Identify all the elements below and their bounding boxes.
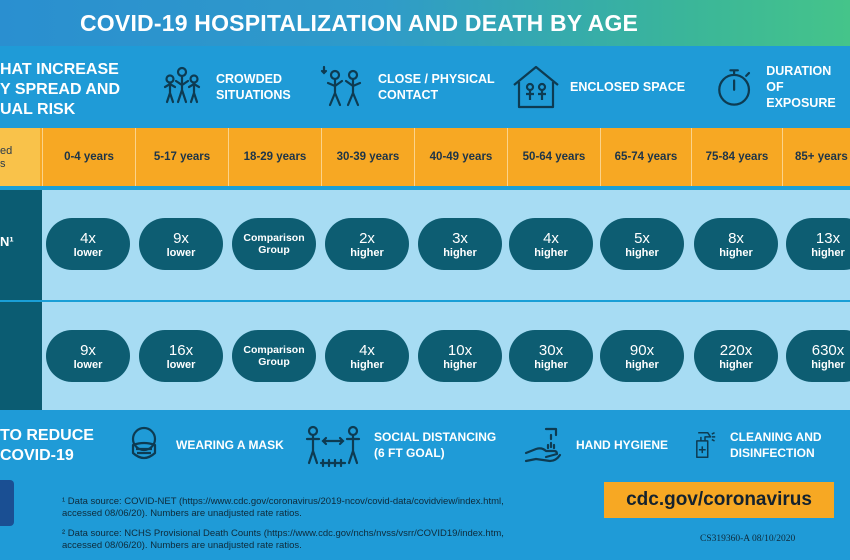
reduce-section-title: TO REDUCE COVID-19 bbox=[0, 427, 94, 464]
age-group-cell: 75-84 years bbox=[691, 128, 782, 186]
age-group-cell: 0-4 years bbox=[42, 128, 135, 186]
age-group-cell: 30-39 years bbox=[321, 128, 414, 186]
rate-pill: 4x higher bbox=[325, 330, 409, 382]
rate-pill: 5x higher bbox=[600, 218, 684, 270]
handwash-icon bbox=[524, 427, 562, 463]
rate-pill: 2x higher bbox=[325, 218, 409, 270]
rate-pill: 10x higher bbox=[418, 330, 502, 382]
website-link[interactable]: cdc.gov/coronavirus bbox=[604, 482, 834, 518]
death-row: 9x lower 16x lower Comparison Group 4x highe… bbox=[0, 302, 850, 410]
age-row-label: ed s bbox=[0, 128, 40, 186]
footnote-2: ² Data source: NCHS Provisional Death Co… bbox=[62, 528, 504, 551]
age-group-cell: 85+ years bbox=[782, 128, 850, 186]
spray-bottle-icon bbox=[696, 431, 716, 459]
badge-logo bbox=[0, 480, 14, 526]
rate-pill: 4x higher bbox=[509, 218, 593, 270]
rate-pill: 220x higher bbox=[694, 330, 778, 382]
header-banner: COVID-19 HOSPITALIZATION AND DEATH BY AG… bbox=[0, 0, 850, 46]
risk-section-title: HAT INCREASE Y SPREAD AND UAL RISK bbox=[0, 61, 121, 118]
footnote-1: ¹ Data source: COVID-NET (https://www.cd… bbox=[62, 496, 504, 519]
page-title: COVID-19 HOSPITALIZATION AND DEATH BY AG… bbox=[80, 10, 639, 36]
mask-icon bbox=[131, 426, 157, 460]
rate-pill: 13x higher bbox=[786, 218, 850, 270]
stopwatch-icon bbox=[718, 69, 751, 106]
rate-pill: 3x higher bbox=[418, 218, 502, 270]
rate-pill: 9x lower bbox=[46, 330, 130, 382]
house-icon bbox=[513, 65, 559, 109]
rate-pill: 16x lower bbox=[139, 330, 223, 382]
distancing-icon bbox=[305, 425, 361, 467]
age-group-cell: 18-29 years bbox=[228, 128, 321, 186]
risk-factors-band: HAT INCREASE Y SPREAD AND UAL RISK CROWD… bbox=[0, 46, 850, 128]
factor-duration: DURATION OF EXPOSURE bbox=[710, 46, 850, 128]
age-group-cell: 50-64 years bbox=[507, 128, 600, 186]
rate-pill: 90x higher bbox=[600, 330, 684, 382]
action-distancing: SOCIAL DISTANCING (6 FT GOAL) bbox=[302, 410, 496, 480]
factor-enclosed-space: ENCLOSED SPACE bbox=[510, 46, 685, 128]
factor-close-contact: CLOSE / PHYSICAL CONTACT bbox=[318, 46, 495, 128]
action-mask: WEARING A MASK bbox=[122, 410, 284, 480]
age-group-cell: 65-74 years bbox=[600, 128, 691, 186]
rate-pill: 630x higher bbox=[786, 330, 850, 382]
comparison-group-pill: Comparison Group bbox=[232, 218, 316, 270]
row-label: N¹ bbox=[0, 190, 42, 300]
action-cleaning: CLEANING AND DISINFECTION bbox=[690, 410, 822, 480]
rate-pill: 4x lower bbox=[46, 218, 130, 270]
age-group-cell: 40-49 years bbox=[414, 128, 507, 186]
rate-pill: 30x higher bbox=[509, 330, 593, 382]
crowd-icon bbox=[163, 66, 201, 104]
footer: ¹ Data source: COVID-NET (https://www.cd… bbox=[0, 480, 850, 560]
reduce-risk-band: TO REDUCE COVID-19 WEARING A MASK SOCIAL… bbox=[0, 410, 850, 480]
rate-pill: 8x higher bbox=[694, 218, 778, 270]
hospitalization-row: N¹ 4x lower 9x lower Comparison Group 2x hig… bbox=[0, 190, 850, 300]
document-code: CS319360-A 08/10/2020 bbox=[700, 534, 796, 544]
rate-pill: 9x lower bbox=[139, 218, 223, 270]
contact-icon bbox=[320, 65, 362, 107]
age-groups-row: ed s 0-4 years 5-17 years 18-29 years 30… bbox=[0, 128, 850, 186]
row-label bbox=[0, 302, 42, 410]
comparison-group-pill: Comparison Group bbox=[232, 330, 316, 382]
age-group-cell: 5-17 years bbox=[135, 128, 228, 186]
factor-crowded: CROWDED SITUATIONS bbox=[156, 46, 291, 128]
action-hand-hygiene: HAND HYGIENE bbox=[522, 410, 668, 480]
